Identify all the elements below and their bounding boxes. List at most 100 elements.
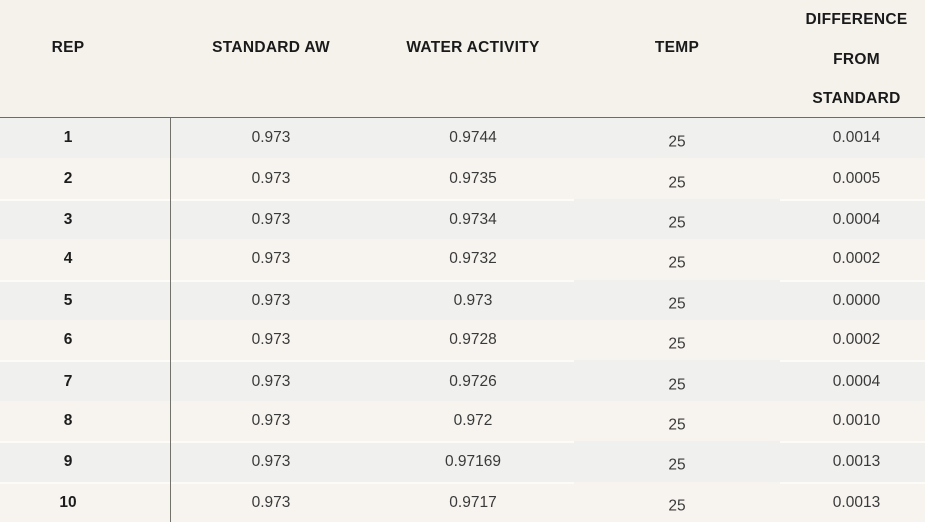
cell-rep: 3 [0,198,170,239]
cell-value: 25 [668,335,686,353]
cell-temp: 25 [574,280,780,320]
cell-difference: 0.0000 [780,279,925,320]
cell-value: 0.9726 [449,372,497,390]
cell-water-activity: 0.97169 [372,441,574,481]
column-header-difference-from-standard: DIFFERENCE FROM STANDARD [780,0,925,117]
cell-standard-aw: 0.973 [170,198,372,239]
cell-value: 5 [63,291,73,309]
cell-value: 0.973 [251,493,291,511]
cell-value: 0.973 [251,291,291,309]
cell-water-activity: 0.973 [372,279,574,320]
cell-standard-aw: 0.973 [170,279,372,320]
cell-value: 0.0004 [832,210,881,228]
cell-difference: 0.0002 [780,320,925,360]
table-row: 9 0.973 0.97169 25 0.0013 [0,441,925,482]
cell-value: 0.973 [251,210,291,228]
rep-column-divider [169,118,171,522]
cell-water-activity: 0.9728 [372,320,574,360]
cell-value: 10 [59,493,77,511]
cell-value: 25 [668,295,686,313]
cell-value: 0.0014 [832,129,881,147]
cell-standard-aw: 0.973 [170,239,372,279]
cell-value: 0.973 [251,250,291,268]
cell-value: 8 [63,411,73,429]
cell-standard-aw: 0.973 [170,441,372,481]
cell-value: 0.0004 [832,372,881,390]
cell-rep: 4 [0,239,170,279]
cell-temp: 25 [574,158,780,198]
column-header-difference-line: STANDARD [812,90,901,107]
cell-standard-aw: 0.973 [170,360,372,400]
cell-value: 0.972 [453,411,493,429]
cell-value: 0.0013 [832,493,881,511]
table-row: 4 0.973 0.9732 25 0.0002 [0,239,925,280]
cell-temp: 25 [574,320,780,360]
table-body: 1 0.973 0.9744 25 0.0014 2 0.973 0.9735 25 0.0005… [0,118,925,522]
column-header-difference-line: DIFFERENCE [805,11,908,28]
table-row: 2 0.973 0.9735 25 0.0005 [0,158,925,199]
cell-value: 0.9744 [449,129,497,147]
cell-value: 0.973 [251,129,291,147]
cell-value: 25 [668,376,686,394]
cell-value: 0.9728 [449,331,497,349]
column-header-rep: REP [51,39,85,56]
cell-standard-aw: 0.973 [170,158,372,198]
cell-temp: 25 [574,360,780,400]
cell-value: 2 [63,169,73,187]
cell-temp: 25 [574,401,780,441]
cell-water-activity: 0.9735 [372,158,574,198]
cell-temp: 25 [574,441,780,481]
cell-difference: 0.0004 [780,360,925,400]
cell-value: 25 [668,456,686,474]
table-header-row: REP STANDARD AW WATER ACTIVITY TEMP DIFF… [0,0,925,118]
cell-value: 0.97169 [444,453,502,471]
cell-value: 0.0000 [832,291,881,309]
cell-value: 7 [63,372,73,390]
cell-value: 0.973 [251,453,291,471]
cell-rep: 7 [0,360,170,400]
cell-value: 0.973 [251,372,291,390]
cell-value: 0.0010 [832,411,881,429]
cell-difference: 0.0002 [780,239,925,279]
cell-difference: 0.0010 [780,401,925,441]
cell-value: 25 [668,416,686,434]
cell-difference: 0.0013 [780,441,925,481]
cell-rep: 10 [0,481,170,522]
table-row: 8 0.973 0.972 25 0.0010 [0,400,925,442]
cell-value: 4 [63,250,73,268]
table-row: 3 0.973 0.9734 25 0.0004 [0,198,925,240]
cell-value: 9 [63,453,73,471]
column-header-difference-line: FROM [833,50,880,68]
table-row: 1 0.973 0.9744 25 0.0014 [0,118,925,159]
cell-value: 0.0005 [832,169,881,187]
cell-standard-aw: 0.973 [170,481,372,522]
cell-water-activity: 0.9717 [372,481,574,522]
cell-value: 25 [668,254,686,272]
table-row: 7 0.973 0.9726 25 0.0004 [0,360,925,401]
table-row: 6 0.973 0.9728 25 0.0002 [0,319,925,361]
cell-value: 0.973 [453,291,493,309]
cell-temp: 25 [574,482,780,522]
cell-difference: 0.0004 [780,198,925,239]
cell-value: 0.973 [251,411,291,429]
cell-rep: 5 [0,279,170,320]
cell-value: 0.973 [251,331,291,349]
cell-value: 25 [668,133,686,151]
cell-rep: 2 [0,158,170,198]
cell-rep: 6 [0,320,170,360]
cell-value: 0.9734 [449,210,497,228]
cell-value: 6 [63,331,73,349]
cell-value: 25 [668,174,686,192]
cell-difference: 0.0014 [780,118,925,158]
cell-value: 0.0002 [832,250,881,268]
column-header-temp: TEMP [654,39,700,56]
cell-standard-aw: 0.973 [170,320,372,360]
cell-temp: 25 [574,239,780,279]
cell-standard-aw: 0.973 [170,118,372,158]
cell-value: 0.973 [251,169,291,187]
cell-water-activity: 0.9732 [372,239,574,279]
cell-rep: 9 [0,441,170,481]
cell-temp: 25 [574,199,780,239]
cell-rep: 1 [0,118,170,158]
